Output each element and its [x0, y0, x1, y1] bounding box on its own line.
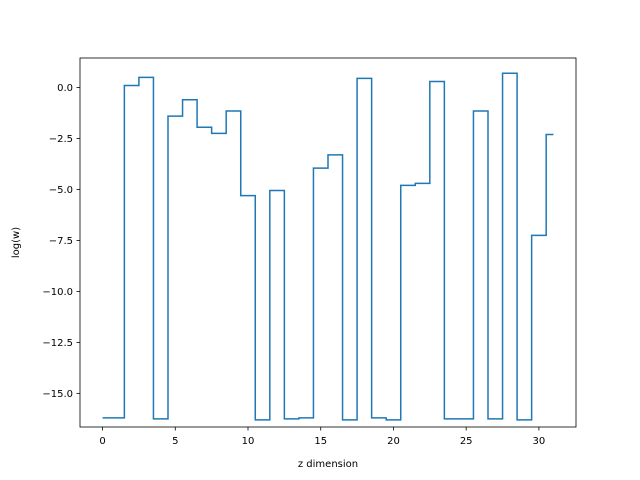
y-tick-label: −15.0 [42, 389, 73, 400]
y-tick-label: −10.0 [42, 287, 73, 298]
x-tick-label: 25 [460, 436, 473, 447]
y-tick-label: −5.0 [49, 185, 73, 196]
y-tick-label: −2.5 [49, 134, 73, 145]
x-tick-label: 15 [314, 436, 327, 447]
y-axis-label: log(w) [11, 227, 22, 258]
y-tick-label: −7.5 [49, 236, 73, 247]
x-tick-label: 20 [387, 436, 400, 447]
plot-layer [102, 72, 554, 421]
x-tick-label: 0 [99, 436, 105, 447]
x-tick-label: 10 [242, 436, 255, 447]
ticks-layer: 0 5 10 15 20 25 30 −15.0 −12.5 −10.0 −7.5 −5.0 −2.5 0… [42, 83, 545, 447]
x-tick-label: 30 [533, 436, 546, 447]
x-tick-label: 5 [172, 436, 178, 447]
y-tick-label: −12.5 [42, 338, 73, 349]
axes-frame [79, 57, 577, 428]
y-tick-label: 0.0 [57, 83, 73, 94]
series-line-0 [102, 72, 554, 421]
x-axis-label: z dimension [298, 459, 358, 470]
